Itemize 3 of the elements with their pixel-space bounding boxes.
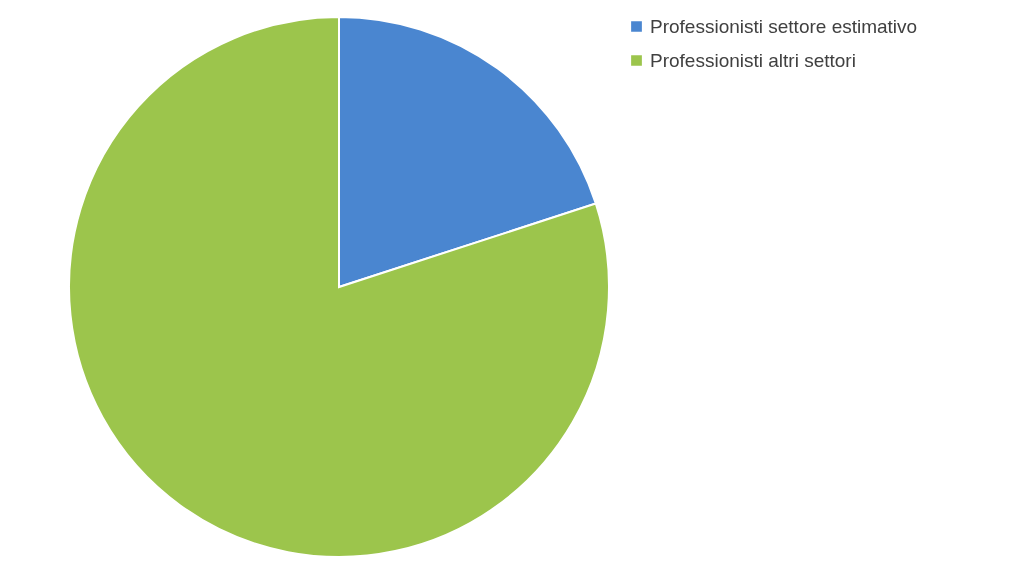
pie-slice xyxy=(68,16,610,558)
legend-label: Professionisti settore estimativo xyxy=(650,15,918,37)
legend-label: Professionisti altri settori xyxy=(650,49,856,71)
